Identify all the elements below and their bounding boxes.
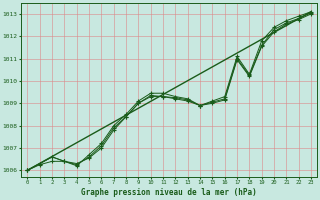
X-axis label: Graphe pression niveau de la mer (hPa): Graphe pression niveau de la mer (hPa)	[81, 188, 257, 197]
